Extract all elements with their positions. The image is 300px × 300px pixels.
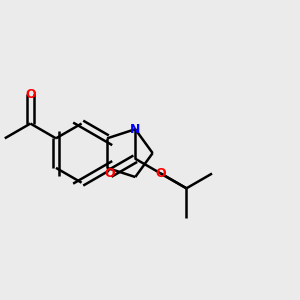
Text: N: N — [130, 123, 140, 136]
Text: O: O — [104, 167, 115, 180]
Text: O: O — [155, 167, 166, 180]
Text: O: O — [25, 88, 36, 100]
